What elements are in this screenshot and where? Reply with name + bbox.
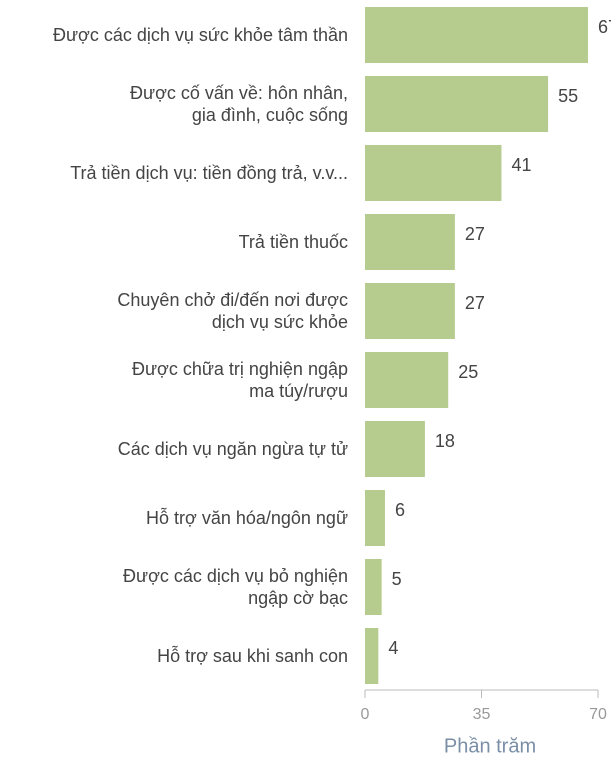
category-label: Được cố vấn về: hôn nhân, gia đình, cuộc… bbox=[130, 83, 348, 125]
category-label: Trả tiền thuốc bbox=[238, 232, 348, 252]
bar bbox=[365, 76, 549, 132]
value-label: 4 bbox=[388, 638, 398, 658]
value-label: 67 bbox=[598, 17, 611, 37]
x-axis-title: Phần trăm bbox=[444, 735, 536, 757]
category-label: Hỗ trợ sau khi sanh con bbox=[157, 646, 348, 666]
category-label: Trả tiền dịch vụ: tiền đồng trả, v.v... bbox=[70, 163, 348, 183]
x-tick-label: 0 bbox=[361, 706, 370, 723]
bar bbox=[365, 490, 385, 546]
bar bbox=[365, 352, 449, 408]
category-label: Chuyên chở đi/đến nơi được dịch vụ sức k… bbox=[117, 290, 348, 332]
category-label: Được các dịch vụ bỏ nghiện ngập cờ bạc bbox=[123, 566, 348, 608]
bar bbox=[365, 7, 589, 63]
bar bbox=[365, 283, 455, 339]
category-label: Hỗ trợ văn hóa/ngôn ngữ bbox=[146, 508, 348, 528]
value-label: 41 bbox=[511, 155, 531, 175]
value-label: 25 bbox=[458, 362, 478, 382]
value-label: 6 bbox=[395, 500, 405, 520]
x-tick-label: 70 bbox=[589, 706, 607, 723]
category-label: Được chữa trị nghiện ngập ma túy/rượu bbox=[131, 359, 348, 401]
value-label: 18 bbox=[435, 431, 455, 451]
bar bbox=[365, 559, 382, 615]
category-label: Được các dịch vụ sức khỏe tâm thần bbox=[52, 25, 348, 45]
bar bbox=[365, 628, 379, 684]
category-label: Các dịch vụ ngăn ngừa tự tử bbox=[117, 439, 348, 459]
bar bbox=[365, 214, 455, 270]
value-label: 55 bbox=[558, 86, 578, 106]
bar bbox=[365, 145, 502, 201]
bar bbox=[365, 421, 425, 477]
value-label: 27 bbox=[465, 293, 485, 313]
value-label: 27 bbox=[465, 224, 485, 244]
x-tick-label: 35 bbox=[473, 706, 491, 723]
value-label: 5 bbox=[392, 569, 402, 589]
